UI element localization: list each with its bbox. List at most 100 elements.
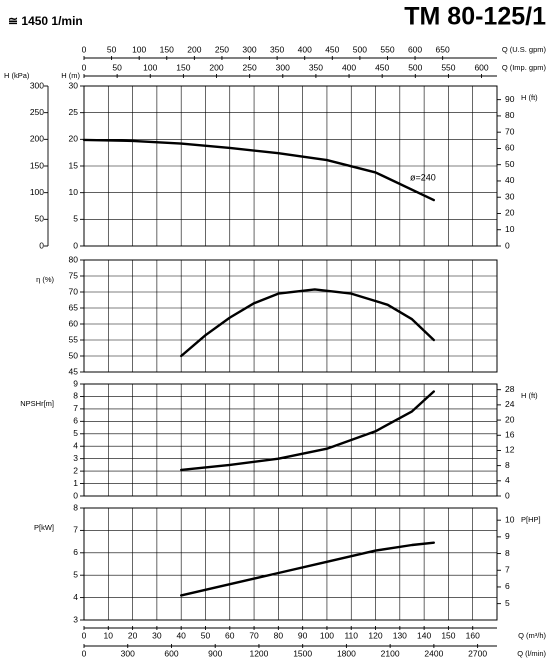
x-tick-label: 100 <box>320 630 334 640</box>
x-tick-label: 600 <box>164 648 178 658</box>
x-tick-label: 300 <box>242 44 256 54</box>
x-tick-label: 50 <box>201 630 211 640</box>
x-tick-label: 150 <box>160 44 174 54</box>
y-tick-label: 70 <box>69 286 79 296</box>
x-tick-label: 650 <box>436 44 450 54</box>
y-tick-label: 200 <box>30 134 44 144</box>
x-tick-label: 80 <box>274 630 284 640</box>
y-tick-label: 5 <box>73 214 78 224</box>
x-tick-label: 50 <box>107 44 117 54</box>
x-tick-label: 300 <box>276 62 290 72</box>
plot-frame <box>83 507 498 621</box>
y-tick-label: 24 <box>505 399 515 409</box>
y-tick-label: 0 <box>505 490 510 500</box>
y-tick-label: 10 <box>69 187 79 197</box>
x-tick-label: 0 <box>82 630 87 640</box>
x-tick-label: 500 <box>408 62 422 72</box>
y-tick-label: 0 <box>73 240 78 250</box>
x-tick-label: 900 <box>208 648 222 658</box>
x-tick-label: 0 <box>82 648 87 658</box>
y-axis-title: H (ft) <box>521 391 538 400</box>
y-tick-label: 6 <box>73 416 78 426</box>
x-tick-label: 1200 <box>249 648 268 658</box>
y-tick-label: 15 <box>69 160 79 170</box>
y-tick-label: 4 <box>73 440 78 450</box>
y-tick-label: 3 <box>73 614 78 624</box>
x-tick-label: 600 <box>408 44 422 54</box>
x-tick-label: 350 <box>309 62 323 72</box>
y-tick-label: 12 <box>505 445 515 455</box>
x-tick-label: 250 <box>215 44 229 54</box>
curve <box>82 138 435 202</box>
y-tick-label: 60 <box>505 143 515 153</box>
x-axis-title: Q (U.S. gpm) <box>502 45 547 54</box>
y-axis-title: H (m) <box>61 71 80 80</box>
x-tick-label: 550 <box>380 44 394 54</box>
y-tick-label: 7 <box>73 525 78 535</box>
y-tick-label: 8 <box>73 391 78 401</box>
y-tick-label: 60 <box>69 318 79 328</box>
y-tick-label: 80 <box>69 254 79 264</box>
y-tick-label: 90 <box>505 94 515 104</box>
x-tick-label: 60 <box>225 630 235 640</box>
x-tick-label: 1500 <box>293 648 312 658</box>
x-tick-label: 30 <box>152 630 162 640</box>
y-tick-label: 9 <box>505 531 510 541</box>
y-tick-label: 6 <box>505 581 510 591</box>
y-tick-label: 7 <box>73 403 78 413</box>
x-tick-label: 1800 <box>337 648 356 658</box>
curve <box>180 288 435 358</box>
y-axis-title: H (kPa) <box>4 71 30 80</box>
x-axis-title: Q (Imp. gpm) <box>502 63 547 72</box>
y-tick-label: 4 <box>505 475 510 485</box>
y-axis-title: η (%) <box>36 275 54 284</box>
y-axis-title: NPSHr[m] <box>20 399 54 408</box>
y-tick-label: 30 <box>505 191 515 201</box>
y-tick-label: 80 <box>505 110 515 120</box>
x-tick-label: 140 <box>417 630 431 640</box>
y-tick-label: 28 <box>505 384 515 394</box>
y-tick-label: 70 <box>505 126 515 136</box>
y-tick-label: 2 <box>73 465 78 475</box>
x-tick-label: 130 <box>393 630 407 640</box>
y-tick-label: 0 <box>505 240 510 250</box>
curve <box>180 390 435 472</box>
y-tick-label: 5 <box>505 598 510 608</box>
y-tick-label: 55 <box>69 334 79 344</box>
x-tick-label: 550 <box>441 62 455 72</box>
y-tick-label: 100 <box>30 187 44 197</box>
x-tick-label: 200 <box>187 44 201 54</box>
plot-frame <box>83 383 498 497</box>
x-tick-label: 160 <box>466 630 480 640</box>
y-tick-label: 9 <box>73 378 78 388</box>
y-tick-label: 50 <box>35 214 45 224</box>
y-tick-label: 8 <box>505 460 510 470</box>
plot-frame <box>83 259 498 373</box>
x-tick-label: 100 <box>143 62 157 72</box>
x-tick-label: 150 <box>176 62 190 72</box>
y-axis-title: P[kW] <box>34 523 54 532</box>
x-axis-title: Q (l/min) <box>517 649 546 658</box>
y-tick-label: 300 <box>30 80 44 90</box>
x-tick-label: 400 <box>342 62 356 72</box>
speed: ≅ 1450 1/min <box>8 14 83 28</box>
y-tick-label: 30 <box>69 80 79 90</box>
y-tick-label: 5 <box>73 569 78 579</box>
y-tick-label: 3 <box>73 453 78 463</box>
annotation: ø=240 <box>410 172 436 182</box>
x-tick-label: 110 <box>344 630 358 640</box>
y-tick-label: 1 <box>73 478 78 488</box>
x-tick-label: 300 <box>121 648 135 658</box>
y-tick-label: 10 <box>505 224 515 234</box>
y-tick-label: 20 <box>505 414 515 424</box>
x-tick-label: 150 <box>441 630 455 640</box>
y-axis-title: P[HP] <box>521 515 541 524</box>
x-tick-label: 70 <box>249 630 259 640</box>
y-tick-label: 16 <box>505 430 515 440</box>
y-tick-label: 150 <box>30 160 44 170</box>
x-tick-label: 400 <box>298 44 312 54</box>
y-tick-label: 8 <box>505 548 510 558</box>
y-tick-label: 25 <box>69 107 79 117</box>
y-tick-label: 45 <box>69 366 79 376</box>
